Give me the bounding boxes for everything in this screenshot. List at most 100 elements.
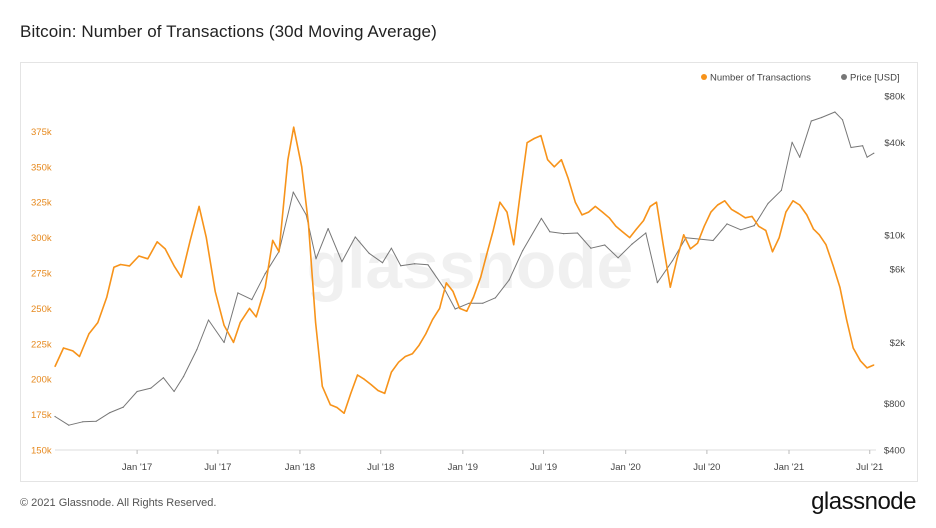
left-tick-label: 325k xyxy=(31,198,52,209)
x-tick-label: Jul '19 xyxy=(530,462,557,473)
transactions-line-point xyxy=(696,242,699,244)
price-line-point xyxy=(196,348,198,351)
right-tick-label: $6k xyxy=(890,265,906,276)
transactions-line-point xyxy=(812,228,815,230)
transactions-line-point xyxy=(363,378,365,380)
price-line-point xyxy=(468,302,470,304)
transactions-line-point xyxy=(588,211,590,213)
transactions-line-point xyxy=(329,404,331,406)
transactions-line-point xyxy=(765,229,767,232)
price-line-point xyxy=(549,231,551,233)
transactions-line-point xyxy=(425,333,427,335)
price-line-point xyxy=(631,243,633,245)
legend-swatch-transactions xyxy=(701,74,707,80)
price-line-point xyxy=(315,258,317,260)
price-line-point xyxy=(292,191,294,193)
price-line-point xyxy=(264,273,266,275)
price-line-point xyxy=(590,247,592,249)
price-line-point xyxy=(866,156,868,158)
price-line-point xyxy=(95,420,97,422)
x-tick-label: Jan '17 xyxy=(122,462,152,473)
transactions-line-point xyxy=(806,214,808,216)
price-line-point xyxy=(136,390,138,393)
price-line-point xyxy=(810,120,812,122)
transactions-line-point xyxy=(398,361,400,363)
transactions-line-point xyxy=(466,310,468,312)
transactions-line-point xyxy=(859,360,862,362)
price-line-point xyxy=(850,146,852,149)
transactions-line-point xyxy=(452,290,454,292)
legend-label-transactions[interactable]: Number of Transactions xyxy=(710,73,811,84)
transactions-line-point xyxy=(758,225,760,227)
transactions-line-point xyxy=(703,225,705,227)
price-line-point xyxy=(753,225,755,227)
left-tick-label: 150k xyxy=(31,446,52,457)
transactions-line-point xyxy=(622,231,624,233)
transactions-line-point xyxy=(343,412,345,414)
transactions-line-point xyxy=(513,244,515,246)
transactions-line-point xyxy=(264,286,266,288)
price-line-point xyxy=(427,264,429,266)
price-line-point xyxy=(341,261,343,263)
price-line-point xyxy=(791,141,793,143)
transactions-line-point xyxy=(799,204,801,206)
transactions-line-point xyxy=(370,384,372,386)
transactions-line-point xyxy=(547,159,549,161)
price-line-point xyxy=(237,292,239,294)
price-line-point xyxy=(414,263,416,265)
x-tick-label: Jul '20 xyxy=(693,462,720,473)
transactions-line-point xyxy=(293,126,295,128)
transactions-line-point xyxy=(164,248,166,250)
transactions-line-point xyxy=(526,142,528,144)
left-tick-label: 275k xyxy=(31,269,52,280)
transactions-line-point xyxy=(350,392,352,394)
brand-logo[interactable]: glassnode xyxy=(811,488,916,515)
transactions-line-point xyxy=(404,355,406,358)
right-tick-label: $10k xyxy=(884,230,905,241)
price-line-point xyxy=(251,299,253,301)
transactions-line-point xyxy=(459,307,461,309)
transactions-line-point xyxy=(128,265,131,267)
left-tick-label: 300k xyxy=(31,233,52,244)
chart-frame xyxy=(20,62,918,482)
transactions-line-point xyxy=(472,296,475,298)
price-line-point xyxy=(645,232,647,234)
transactions-line-point xyxy=(567,177,569,179)
transactions-line-point xyxy=(581,214,583,216)
price-line-point xyxy=(182,376,185,378)
transactions-line-point xyxy=(785,211,787,213)
price-line-point xyxy=(508,279,510,281)
right-tick-label: $40k xyxy=(884,138,905,149)
transactions-line-point xyxy=(439,307,441,309)
legend-swatch-price xyxy=(841,74,847,80)
transactions-line-point xyxy=(601,211,604,213)
transactions-line-point xyxy=(818,234,820,236)
transactions-line-point xyxy=(751,215,753,217)
left-tick-label: 175k xyxy=(31,410,52,421)
left-tick-label: 250k xyxy=(31,304,52,315)
price-line-point xyxy=(617,257,619,259)
right-tick-label: $2k xyxy=(890,338,906,349)
transactions-line-point xyxy=(771,251,774,253)
transactions-line-point xyxy=(307,222,309,224)
left-tick-label: 375k xyxy=(31,127,52,138)
transactions-line-point xyxy=(315,322,317,324)
price-line-point xyxy=(150,387,152,389)
price-line-point xyxy=(305,214,307,216)
transactions-line-point xyxy=(839,286,841,288)
legend-label-price[interactable]: Price [USD] xyxy=(850,73,900,84)
transactions-line-point xyxy=(540,135,542,137)
price-line-point xyxy=(821,116,823,119)
transactions-line-point xyxy=(205,237,207,239)
transactions-series xyxy=(54,126,875,414)
transactions-line-point xyxy=(846,319,848,321)
price-line-point xyxy=(862,145,864,147)
watermark: glassnode xyxy=(307,228,633,302)
right-axis: $400 $800 $2k $6k $10k $40k $80k xyxy=(884,92,905,457)
x-tick-label: Jul '21 xyxy=(856,462,883,473)
price-line-point xyxy=(767,202,769,205)
price-line-point xyxy=(381,262,384,264)
transactions-line-point xyxy=(792,200,794,202)
left-tick-label: 350k xyxy=(31,162,52,173)
